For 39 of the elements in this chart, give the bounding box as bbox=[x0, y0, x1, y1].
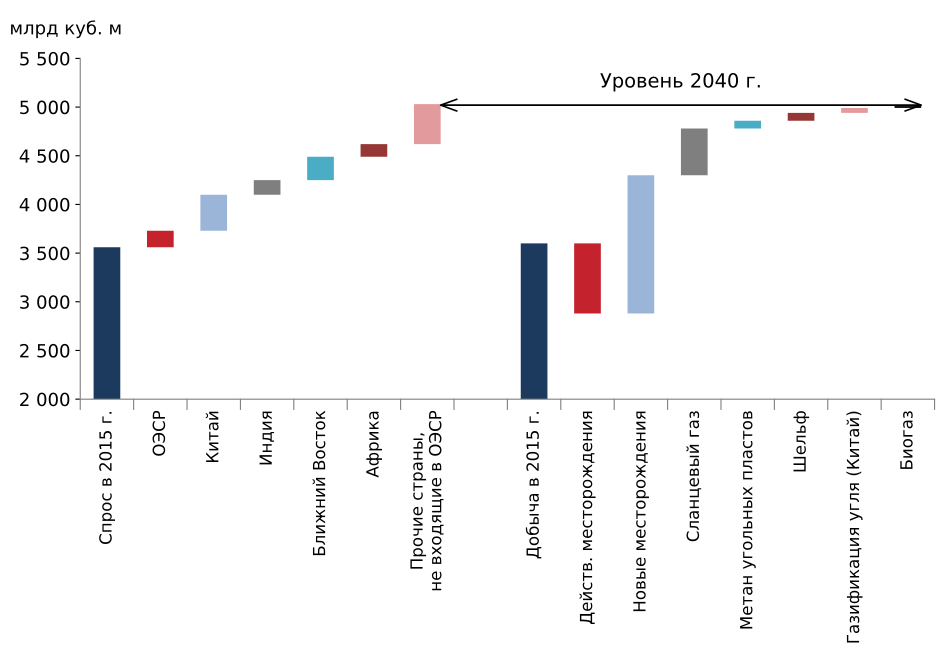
bar bbox=[520, 243, 548, 400]
x-tick-label: Индия bbox=[260, 412, 274, 464]
ref-line-label: Уровень 2040 г. bbox=[600, 73, 760, 92]
x-tick-label: Ближний Восток bbox=[312, 410, 326, 556]
y-tick-label: 3 000 bbox=[20, 295, 70, 309]
y-tick-label: 5 500 bbox=[20, 52, 70, 66]
y-tick-label: 3 500 bbox=[20, 246, 70, 260]
y-tick-label: 4 500 bbox=[20, 149, 70, 163]
x-tick-label: Новые месторождения bbox=[633, 412, 649, 612]
x-tick-label: Сланцевый газ bbox=[686, 411, 702, 542]
x-tick-label: Биогаз bbox=[900, 411, 913, 469]
bar bbox=[841, 108, 868, 113]
x-tick-label: Метан угольных пластов bbox=[740, 411, 756, 629]
bar bbox=[628, 175, 654, 314]
x-tick-label: Газификация угля (Китай) bbox=[846, 412, 863, 643]
bar bbox=[788, 112, 814, 121]
bar bbox=[680, 128, 708, 176]
x-tick-label: Добыча в 2015 г. bbox=[526, 412, 542, 558]
bar bbox=[360, 144, 388, 157]
x-tick-label: Шельф bbox=[794, 411, 810, 472]
y-tick-label: 2 000 bbox=[20, 392, 70, 406]
bar bbox=[414, 104, 441, 144]
bar bbox=[734, 120, 762, 128]
x-tick-label: Спрос в 2015 г. bbox=[99, 412, 116, 544]
x-tick-label: Действ. месторождения bbox=[580, 412, 596, 624]
bar bbox=[94, 247, 120, 400]
bar bbox=[146, 230, 174, 248]
y-axis-title: млрд куб. м bbox=[11, 20, 120, 38]
bar bbox=[307, 156, 334, 180]
bar bbox=[574, 243, 601, 314]
y-tick-label: 4 000 bbox=[20, 198, 70, 212]
x-tick-label: ОЭСР bbox=[152, 410, 166, 456]
x-tick-label: Китай bbox=[206, 412, 219, 462]
bar bbox=[200, 194, 228, 231]
x-tick-label: Прочие страны, не входящие в ОЭСР bbox=[410, 410, 444, 590]
y-tick-label: 2 500 bbox=[20, 344, 70, 358]
x-tick-label: Африка bbox=[366, 412, 382, 478]
y-tick-label: 5 000 bbox=[20, 100, 70, 114]
bar bbox=[254, 180, 280, 195]
